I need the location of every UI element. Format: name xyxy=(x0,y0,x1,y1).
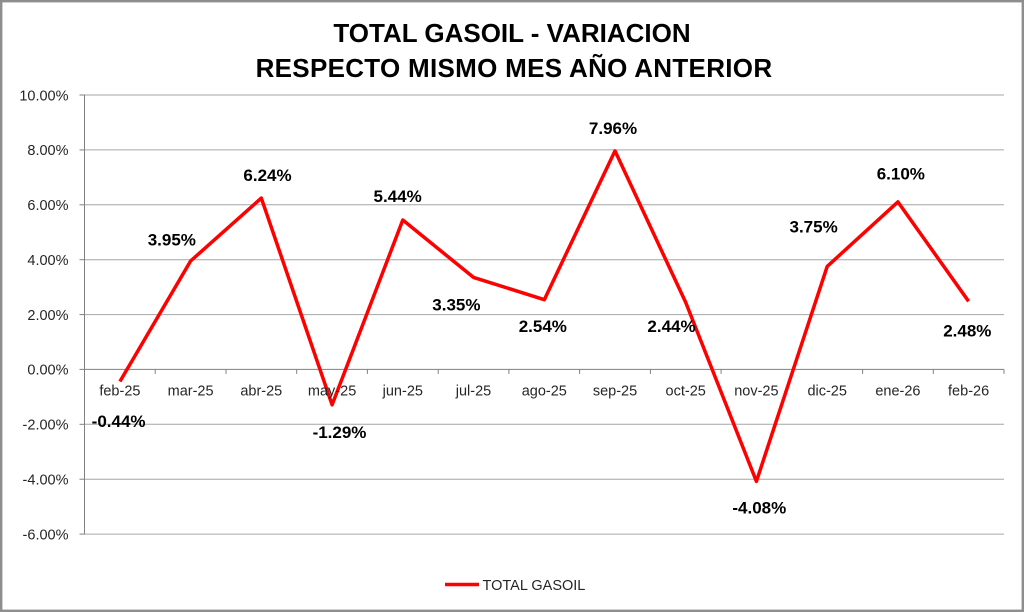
svg-text:may-25: may-25 xyxy=(308,383,356,399)
svg-text:sep-25: sep-25 xyxy=(593,383,637,399)
svg-text:8.00%: 8.00% xyxy=(27,143,68,159)
svg-text:RESPECTO MISMO MES AÑO ANTERIO: RESPECTO MISMO MES AÑO ANTERIOR xyxy=(256,53,773,83)
svg-text:abr-25: abr-25 xyxy=(240,383,282,399)
svg-text:7.96%: 7.96% xyxy=(589,119,637,138)
svg-text:6.10%: 6.10% xyxy=(877,164,925,183)
svg-text:-0.44%: -0.44% xyxy=(92,412,146,431)
svg-text:2.00%: 2.00% xyxy=(27,308,68,324)
svg-text:2.44%: 2.44% xyxy=(647,317,695,336)
svg-text:dic-25: dic-25 xyxy=(807,383,847,399)
svg-text:4.00%: 4.00% xyxy=(27,253,68,269)
svg-text:-1.29%: -1.29% xyxy=(313,423,367,442)
svg-text:3.35%: 3.35% xyxy=(432,295,480,314)
svg-text:2.54%: 2.54% xyxy=(519,317,567,336)
svg-text:jun-25: jun-25 xyxy=(382,383,423,399)
svg-text:6.00%: 6.00% xyxy=(27,198,68,214)
svg-text:ago-25: ago-25 xyxy=(522,383,567,399)
svg-text:nov-25: nov-25 xyxy=(734,383,778,399)
svg-text:10.00%: 10.00% xyxy=(19,88,68,104)
svg-text:-2.00%: -2.00% xyxy=(23,418,69,434)
svg-text:3.95%: 3.95% xyxy=(148,231,196,250)
svg-text:TOTAL GASOIL - VARIACION: TOTAL GASOIL - VARIACION xyxy=(333,18,690,48)
svg-text:jul-25: jul-25 xyxy=(455,383,491,399)
svg-text:TOTAL GASOIL: TOTAL GASOIL xyxy=(483,578,586,594)
svg-text:oct-25: oct-25 xyxy=(666,383,706,399)
svg-text:feb-25: feb-25 xyxy=(99,383,140,399)
svg-text:-6.00%: -6.00% xyxy=(23,527,69,543)
svg-text:mar-25: mar-25 xyxy=(168,383,214,399)
svg-text:5.44%: 5.44% xyxy=(373,187,421,206)
svg-text:-4.08%: -4.08% xyxy=(732,499,786,518)
svg-text:-4.00%: -4.00% xyxy=(23,473,69,489)
svg-text:feb-26: feb-26 xyxy=(948,383,989,399)
svg-text:2.48%: 2.48% xyxy=(943,321,991,340)
svg-text:0.00%: 0.00% xyxy=(27,363,68,379)
svg-text:ene-26: ene-26 xyxy=(875,383,920,399)
svg-text:3.75%: 3.75% xyxy=(789,218,837,237)
svg-text:6.24%: 6.24% xyxy=(243,166,291,185)
